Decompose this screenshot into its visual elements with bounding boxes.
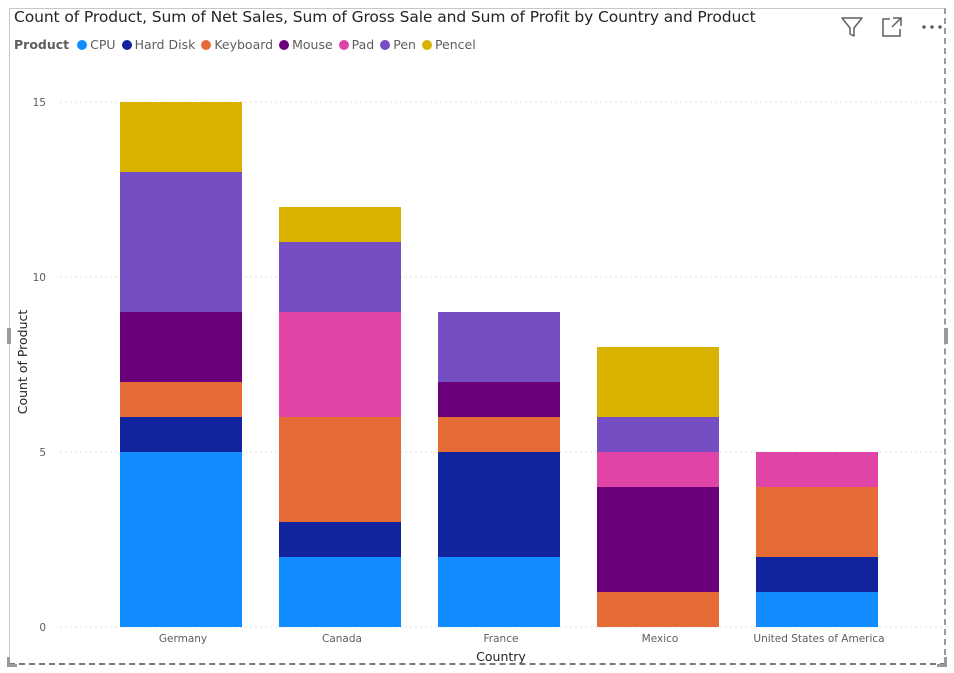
resize-handle-right[interactable]: [944, 328, 948, 344]
bar-segment-pad[interactable]: [597, 452, 719, 487]
legend-swatch: [279, 39, 290, 50]
y-tick-label: 5: [39, 447, 46, 459]
legend-item[interactable]: Keyboard: [201, 37, 273, 52]
bar-segment-hard-disk[interactable]: [279, 522, 401, 557]
bar-segment-pencel[interactable]: [279, 207, 401, 242]
bar-segment-pencel[interactable]: [120, 102, 242, 172]
visual-toolbar: [824, 14, 944, 40]
bar-segment-keyboard[interactable]: [279, 417, 401, 522]
x-tick-label: France: [484, 633, 519, 645]
y-axis-title: Count of Product: [15, 310, 30, 415]
more-options-icon[interactable]: [920, 14, 944, 40]
x-tick-label: United States of America: [753, 633, 884, 645]
legend-item[interactable]: Pencel: [421, 37, 476, 52]
legend-label: Pen: [393, 37, 416, 52]
legend-label: Pencel: [434, 37, 476, 52]
x-tick-label: Germany: [159, 633, 207, 645]
bar-segment-cpu[interactable]: [438, 557, 560, 627]
legend-swatch: [421, 39, 432, 50]
legend-label: Hard Disk: [134, 37, 196, 52]
bar-segment-hard-disk[interactable]: [120, 417, 242, 452]
bar-segment-pencel[interactable]: [597, 347, 719, 417]
resize-handle-left[interactable]: [7, 328, 11, 344]
bar-segment-hard-disk[interactable]: [438, 452, 560, 557]
chart-legend: Product CPU Hard Disk Keyboard Mouse Pad Pen P…: [14, 37, 482, 52]
bar-segment-mouse[interactable]: [120, 312, 242, 382]
legend-item[interactable]: Pad: [338, 37, 375, 52]
legend-swatch: [338, 39, 349, 50]
bar-segment-mouse[interactable]: [597, 487, 719, 592]
y-tick-label: 0: [39, 622, 46, 634]
legend-swatch: [121, 39, 132, 50]
legend-label: Keyboard: [214, 37, 274, 52]
legend-swatch: [77, 39, 88, 50]
bar-segment-cpu[interactable]: [756, 592, 878, 627]
legend-item[interactable]: CPU: [77, 37, 116, 52]
bar-segment-cpu[interactable]: [120, 452, 242, 627]
bar-segment-keyboard[interactable]: [438, 417, 560, 452]
legend-item[interactable]: Pen: [380, 37, 416, 52]
legend-label: Mouse: [292, 37, 333, 52]
bar-segment-pen[interactable]: [120, 172, 242, 312]
bar-segment-pen[interactable]: [597, 417, 719, 452]
bar-segment-pen[interactable]: [438, 312, 560, 382]
resize-handle-bottom-right[interactable]: [937, 657, 947, 667]
bar-segment-pen[interactable]: [279, 242, 401, 312]
filter-icon[interactable]: [840, 14, 864, 40]
bar-segment-hard-disk[interactable]: [756, 557, 878, 592]
y-tick-label: 10: [33, 272, 46, 284]
bar-segment-keyboard[interactable]: [597, 592, 719, 627]
legend-label: Pad: [351, 37, 375, 52]
legend-title: Product: [14, 37, 70, 52]
resize-handle-bottom-left[interactable]: [7, 657, 17, 667]
y-tick-label: 15: [33, 97, 46, 109]
bar-segment-pad[interactable]: [756, 452, 878, 487]
bar-segment-mouse[interactable]: [438, 382, 560, 417]
focus-mode-icon[interactable]: [880, 14, 904, 40]
legend-swatch: [380, 39, 391, 50]
legend-item[interactable]: Mouse: [279, 37, 333, 52]
bar-segment-keyboard[interactable]: [120, 382, 242, 417]
legend-label: CPU: [90, 37, 116, 52]
legend-item[interactable]: Hard Disk: [121, 37, 196, 52]
bar-segment-keyboard[interactable]: [756, 487, 878, 557]
x-tick-label: Mexico: [642, 633, 679, 645]
chart-title: Count of Product, Sum of Net Sales, Sum …: [14, 8, 756, 26]
x-tick-label: Canada: [322, 633, 362, 645]
bar-segment-cpu[interactable]: [279, 557, 401, 627]
x-axis-title: Country: [476, 649, 526, 664]
bar-segment-pad[interactable]: [279, 312, 401, 417]
legend-swatch: [201, 39, 212, 50]
